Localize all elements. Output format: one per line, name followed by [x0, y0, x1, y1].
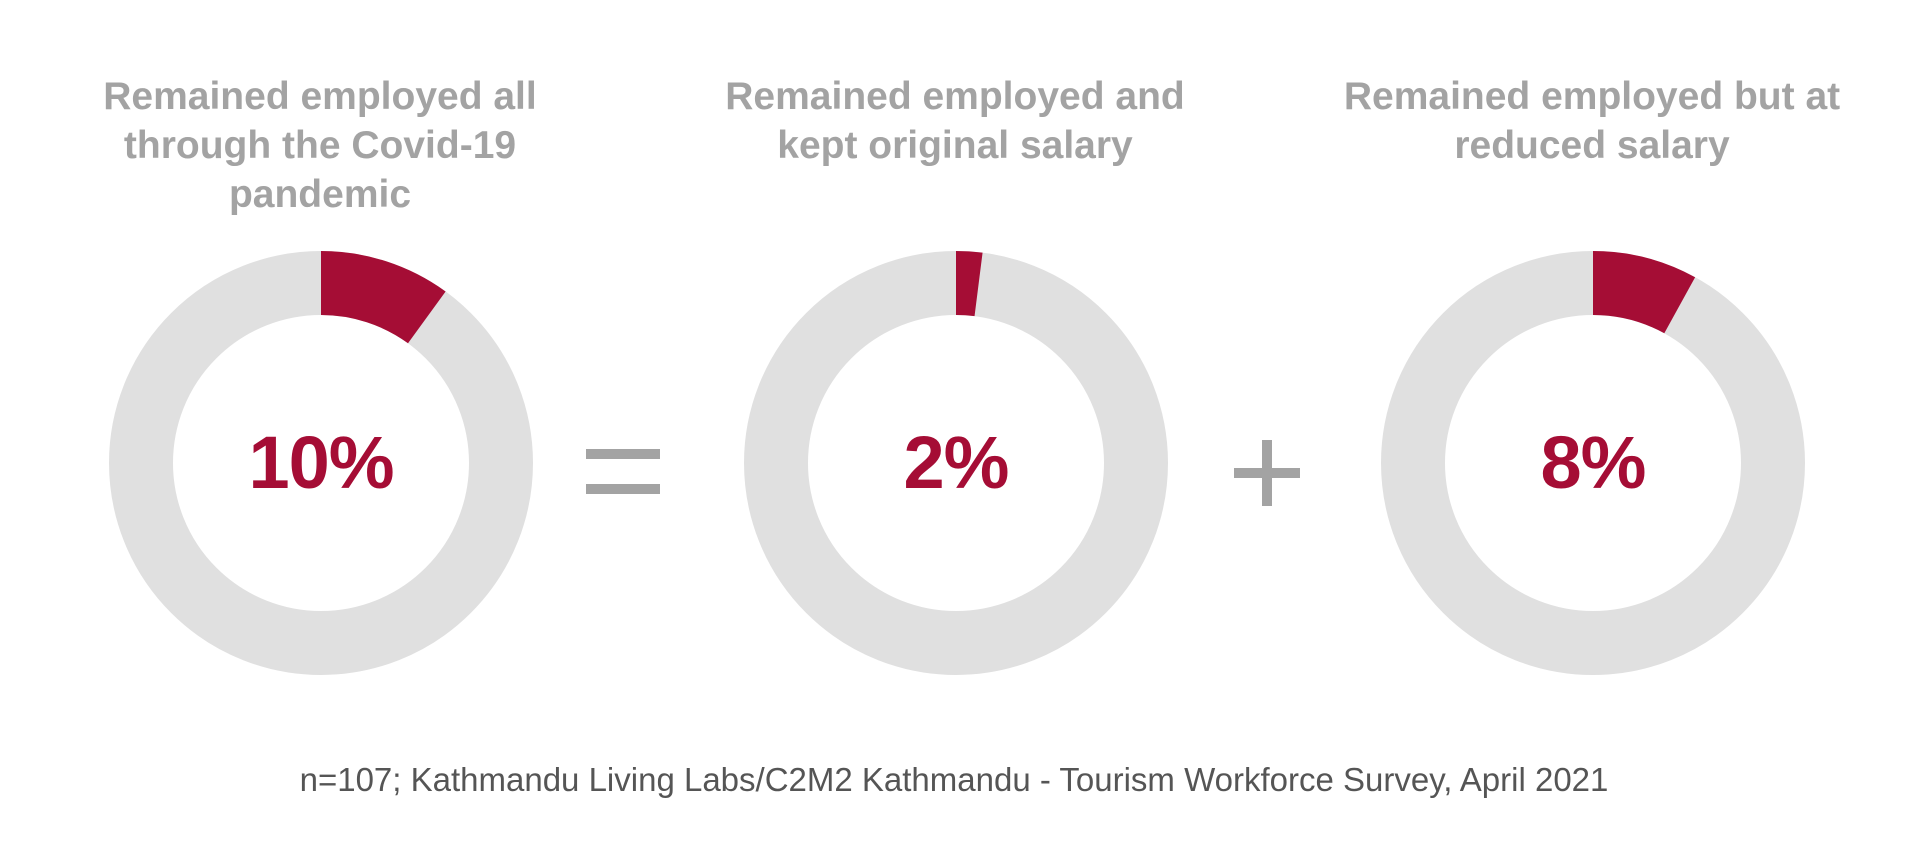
donut-slice-highlight-2: [956, 251, 983, 317]
donut-slices-2: [956, 251, 983, 317]
chart-title-1: Remained employed all through the Covid-…: [103, 75, 537, 216]
plus-sign: [1234, 440, 1300, 506]
donut-slice-highlight-3: [1593, 251, 1696, 334]
donut-value-label-1: 10%: [248, 421, 393, 504]
donut-slice-highlight-1: [321, 251, 446, 344]
donut-chart-1: 10%: [109, 251, 533, 675]
equals-bar-top: [586, 449, 660, 459]
source-footnote: n=107; Kathmandu Living Labs/C2M2 Kathma…: [299, 761, 1609, 798]
donut-chart-3: 8%: [1381, 251, 1805, 675]
donut-slices-3: [1593, 251, 1696, 334]
donut-value-label-3: 8%: [1541, 421, 1646, 504]
donut-chart-2: 2%: [744, 251, 1168, 675]
donut-value-label-2: 2%: [904, 421, 1009, 504]
chart-title-2: Remained employed and kept original sala…: [725, 75, 1185, 167]
donut-slices-1: [321, 251, 446, 344]
plus-bar-vertical: [1262, 440, 1272, 506]
equals-bar-bottom: [586, 484, 660, 494]
chart-title-3: Remained employed but at reduced salary: [1343, 75, 1841, 167]
equals-sign: [586, 449, 660, 494]
